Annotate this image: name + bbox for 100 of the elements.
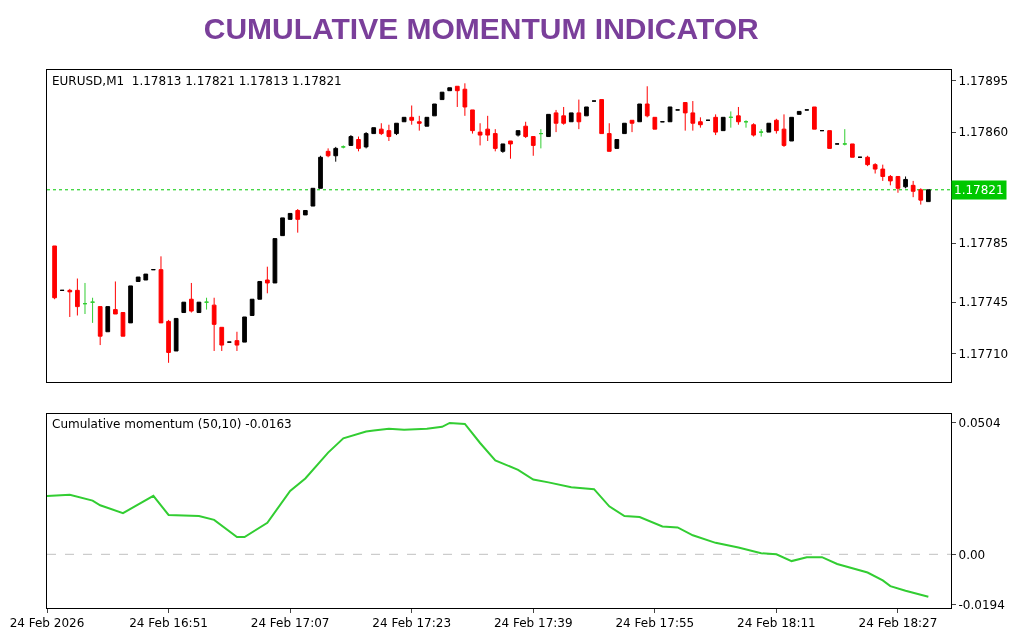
candlestick (105, 306, 111, 333)
candlestick (211, 297, 217, 352)
candlestick (363, 131, 369, 149)
candlestick (515, 130, 521, 138)
candlestick (325, 147, 331, 158)
candlestick (67, 288, 73, 318)
candlestick (318, 155, 323, 189)
x-tick-label: 24 Feb 2026 (9, 616, 85, 631)
candlestick (584, 106, 589, 117)
candlestick (310, 187, 316, 207)
candlestick (113, 280, 118, 315)
candlestick (477, 122, 483, 146)
candlestick (789, 116, 794, 142)
candlestick (386, 124, 392, 142)
candlestick (576, 99, 582, 130)
candlestick (652, 116, 658, 130)
candlestick (546, 113, 551, 138)
candlestick (90, 297, 95, 324)
candlestick (728, 110, 734, 129)
y-tick-label: 1.17745 (958, 295, 1009, 310)
candlestick (888, 174, 893, 186)
y-tick-label: 1.17785 (958, 236, 1009, 251)
x-tick-label: 24 Feb 17:07 (250, 616, 330, 631)
candlestick (333, 146, 339, 163)
candlestick (416, 115, 422, 132)
candlestick (872, 162, 878, 175)
candlestick (812, 106, 817, 130)
chart-subtitle: EURUSD,M1 1.17813 1.17821 1.17813 1.17821 (52, 74, 342, 88)
candlestick (743, 119, 749, 129)
candlestick (561, 106, 567, 126)
candlestick (500, 143, 506, 154)
candlestick (280, 217, 285, 237)
candlestick (432, 103, 437, 117)
candlestick (523, 121, 529, 139)
candlestick (736, 106, 741, 126)
candlestick (629, 119, 635, 133)
candlestick (720, 116, 726, 132)
y-tick-label: 1.17710 (958, 347, 1009, 362)
candlestick (264, 266, 270, 294)
candlestick (530, 136, 536, 157)
y-tick-label: 1.17860 (958, 125, 1009, 140)
x-tick-label: 24 Feb 18:27 (858, 616, 938, 631)
candlestick (378, 122, 384, 136)
candlestick (242, 316, 247, 343)
candlestick (394, 122, 399, 136)
candlestick (606, 122, 612, 152)
candlestick (827, 130, 832, 149)
candlestick (120, 312, 126, 337)
candlestick (143, 273, 149, 281)
candlestick (470, 109, 475, 135)
candlestick (189, 282, 194, 314)
candlestick (158, 255, 164, 324)
candlestick (454, 85, 460, 108)
candlestick (75, 278, 80, 316)
candlestick (865, 155, 870, 167)
candlestick (538, 128, 544, 149)
candlestick (128, 285, 133, 324)
x-tick-label: 24 Feb 17:23 (372, 616, 452, 631)
candlestick (356, 136, 361, 152)
candlestick (257, 280, 263, 300)
candlestick (447, 87, 453, 92)
candlestick (895, 175, 901, 194)
candlestick (181, 301, 187, 314)
candlestick (842, 128, 848, 146)
candlestick (492, 128, 498, 152)
candlestick (52, 245, 57, 300)
candlestick (796, 110, 802, 115)
candlestick (166, 319, 171, 364)
candlestick (644, 85, 650, 118)
candlestick (774, 118, 779, 135)
candlestick (925, 189, 931, 203)
candlestick (135, 276, 141, 282)
candlestick (910, 180, 916, 198)
candlestick (682, 102, 688, 132)
chart-title: Cumulative momentum (50,10) -0.0163 (52, 417, 292, 431)
candlestick (401, 116, 407, 123)
candlestick (781, 113, 787, 148)
candlestick (173, 317, 179, 352)
candlestick (287, 212, 293, 220)
candlestick (272, 238, 278, 284)
candlestick (371, 127, 377, 135)
y-tick-label: 0.0504 (958, 416, 1001, 431)
candlestick (424, 116, 430, 127)
candlestick (758, 128, 764, 138)
chart-title: CUMULATIVE MOMENTUM INDICATOR (203, 12, 760, 46)
x-tick-label: 24 Feb 17:39 (493, 616, 573, 631)
x-tick-label: 24 Feb 16:51 (129, 616, 208, 631)
candlestick (690, 100, 696, 132)
x-tick-label: 24 Feb 17:55 (615, 616, 695, 631)
candlestick (751, 122, 756, 138)
candlestick (204, 297, 209, 311)
candlestick (553, 109, 559, 133)
candlestick (850, 143, 855, 158)
candlestick (698, 116, 703, 129)
ref-line-label: 1.17821 (954, 183, 1004, 197)
candlestick (295, 208, 301, 234)
candlestick (568, 112, 574, 123)
candlestick (766, 122, 772, 133)
candlestick (409, 104, 415, 126)
candlestick (637, 103, 642, 123)
